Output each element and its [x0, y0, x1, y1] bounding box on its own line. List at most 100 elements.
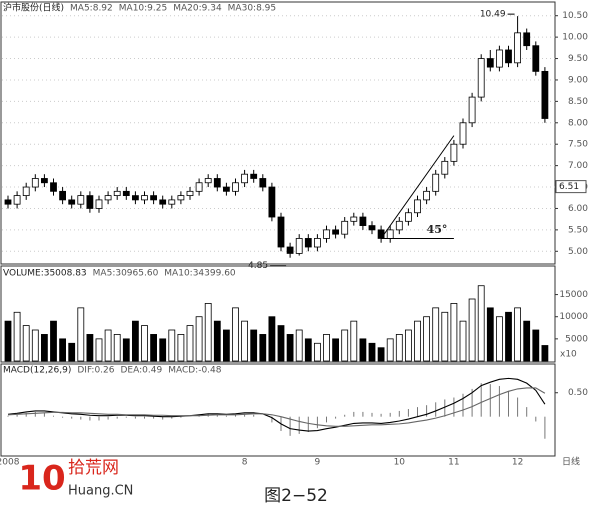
volume-bar [177, 334, 185, 362]
candle-body [250, 173, 258, 179]
x-tick-label: 2008 [0, 458, 20, 468]
macd-line [7, 377, 546, 432]
indicator-label: MACD:-0.48 [168, 366, 222, 376]
candle-body [13, 195, 21, 205]
candle-body [350, 216, 358, 222]
candle-body [368, 225, 376, 231]
volume-bar [323, 334, 330, 362]
y-tick-label: 10.50 [562, 11, 588, 21]
volume-bar [259, 334, 267, 362]
watermark-logo: 10 [18, 459, 65, 499]
volume-bar [95, 338, 103, 362]
candle-body [168, 199, 176, 205]
axis-corner-label: 日线 [562, 456, 580, 468]
candle-body [332, 229, 340, 235]
volume-bar [477, 285, 485, 362]
y-tick-label: 7.00 [568, 161, 588, 171]
volume-bar [304, 338, 312, 362]
candle-body [95, 199, 103, 209]
macd-line [7, 387, 546, 427]
x-tick-label: 10 [394, 458, 406, 468]
angle-line [380, 135, 455, 239]
panel-title: 沪市股份(日线) [3, 2, 64, 14]
y-tick-label: 7.50 [568, 140, 588, 150]
candle-body [432, 173, 440, 192]
candle-body [59, 190, 66, 201]
candle-body [286, 246, 294, 254]
candle-body [41, 178, 48, 184]
volume-bar [359, 338, 367, 362]
price-marker-box [555, 180, 587, 194]
candle-body [195, 182, 203, 192]
x-tick-label: 8 [242, 458, 248, 468]
y-tick-label: 10000 [559, 312, 588, 322]
x-tick-label: 11 [448, 458, 459, 468]
volume-bar [195, 316, 203, 362]
candle-body [323, 229, 330, 239]
candle-body [68, 199, 76, 205]
volume-bar [332, 338, 340, 362]
volume-bar [104, 329, 112, 362]
panel-title: VOLUME:35008.83 [3, 269, 87, 279]
volume-bar [77, 307, 85, 362]
price-panel [0, 1, 556, 265]
volume-bar [459, 320, 467, 362]
indicator-label: MA5:30965.60 [93, 269, 159, 279]
volume-bar [486, 307, 494, 362]
candle-body [377, 229, 385, 239]
volume-bar [523, 320, 531, 362]
volume-bar [68, 342, 76, 362]
candle-body [22, 186, 30, 197]
volume-bar [432, 307, 440, 362]
indicator-label: MA30:8.95 [228, 4, 276, 14]
watermark-name: 拾荒网 [68, 458, 119, 478]
candle-body [259, 178, 267, 188]
candle-body [159, 199, 167, 205]
volume-bar [295, 329, 303, 362]
volume-bar [241, 320, 249, 362]
candle-body [486, 58, 494, 68]
candle-body [404, 212, 412, 222]
y-tick-label: 15000 [559, 290, 588, 300]
high-annotation: 10.49 [480, 10, 506, 20]
volume-bar [341, 329, 349, 362]
candle-body [86, 195, 94, 209]
volume-bar [232, 307, 239, 362]
volume-bar [250, 329, 258, 362]
volume-bar [441, 311, 449, 362]
volume-bar [86, 334, 94, 362]
unit-label: x10 [560, 350, 577, 360]
x-tick-label: 12 [512, 458, 523, 468]
candle-body [495, 49, 503, 68]
candle-body [50, 182, 57, 192]
volume-bar [386, 338, 394, 362]
volume-bar [468, 298, 476, 362]
x-tick-label: 9 [315, 458, 321, 468]
volume-bar [113, 334, 121, 362]
y-tick-label: 6.00 [568, 204, 588, 214]
volume-bar [41, 334, 48, 362]
candle-body [414, 199, 421, 214]
candle-body [113, 190, 121, 197]
volume-bar [159, 338, 167, 362]
indicator-label: DIF:0.26 [77, 366, 114, 376]
volume-bar [131, 320, 139, 362]
candle-body [104, 195, 112, 201]
candle-body [4, 199, 12, 205]
angle-annotation: 45° [427, 223, 448, 236]
candle-body [514, 32, 521, 64]
candle-body [177, 195, 185, 201]
candle-body [459, 122, 467, 145]
volume-bar [204, 303, 212, 362]
indicator-label: MA20:9.34 [173, 4, 222, 14]
volume-bar [286, 334, 294, 362]
volume-bar [50, 320, 57, 362]
candle-body [31, 178, 39, 188]
candle-body [204, 178, 212, 184]
candle-body [441, 160, 449, 175]
price-marker: 6.51 [559, 182, 579, 192]
candle-body [222, 186, 230, 192]
candle-body [186, 190, 194, 197]
volume-bar [368, 342, 376, 362]
candle-body [505, 49, 512, 64]
